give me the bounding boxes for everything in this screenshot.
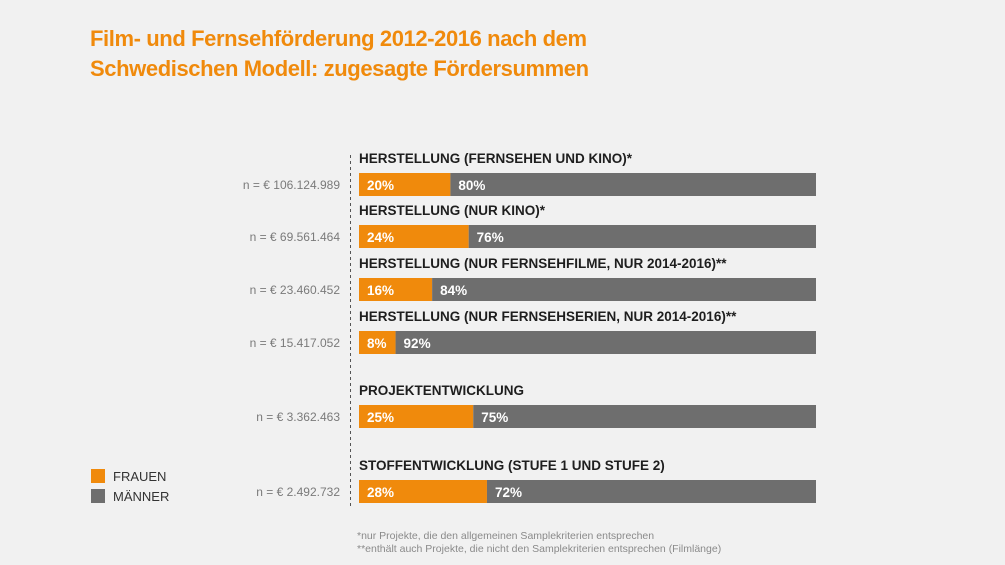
total-label: n = € 2.492.732 bbox=[256, 485, 340, 499]
category-label: HERSTELLUNG (NUR FERNSEHFILME, NUR 2014-… bbox=[359, 256, 727, 271]
bar-value-label-frauen: 20% bbox=[367, 178, 394, 193]
bar-group-2: HERSTELLUNG (NUR KINO)* n = € 69.561.464 2… bbox=[250, 203, 816, 248]
chart-title-line-1: Film- und Fernsehförderung 2012-2016 nac… bbox=[90, 26, 587, 51]
legend-swatch-frauen bbox=[91, 469, 105, 483]
bar-group-1: HERSTELLUNG (FERNSEHEN UND KINO)* n = € 1… bbox=[243, 151, 816, 196]
bar-group-5: PROJEKTENTWICKLUNG n = € 3.362.463 25% 75% bbox=[256, 383, 816, 428]
bar-segment-frauen bbox=[359, 480, 487, 503]
category-label: HERSTELLUNG (NUR KINO)* bbox=[359, 203, 546, 218]
chart-title: Film- und Fernsehförderung 2012-2016 nac… bbox=[90, 24, 589, 84]
bar-segment-frauen bbox=[359, 405, 474, 428]
bar-group-6: STOFFENTWICKLUNG (STUFE 1 UND STUFE 2) n … bbox=[256, 458, 816, 503]
bar-value-label-frauen: 28% bbox=[367, 485, 394, 500]
bar-value-label-maenner: 92% bbox=[404, 336, 431, 351]
bar-segment-maenner bbox=[473, 405, 816, 428]
bar-segment-frauen bbox=[359, 173, 451, 196]
category-label: STOFFENTWICKLUNG (STUFE 1 UND STUFE 2) bbox=[359, 458, 665, 473]
bar-group-4: HERSTELLUNG (NUR FERNSEHSERIEN, NUR 2014… bbox=[250, 309, 816, 354]
legend-swatch-maenner bbox=[91, 489, 105, 503]
bar-value-label-frauen: 8% bbox=[367, 336, 387, 351]
bar-value-label-frauen: 25% bbox=[367, 410, 394, 425]
bar-segment-frauen bbox=[359, 278, 433, 301]
bar-segment-maenner bbox=[395, 331, 816, 354]
bar-segment-maenner bbox=[486, 480, 816, 503]
footnotes: *nur Projekte, die den allgemeinen Sampl… bbox=[357, 530, 721, 556]
chart-title-line-2: Schwedischen Modell: zugesagte Fördersum… bbox=[90, 56, 589, 81]
bar-value-label-frauen: 24% bbox=[367, 230, 394, 245]
bar-value-label-maenner: 75% bbox=[481, 410, 508, 425]
legend-item-frauen: FRAUEN bbox=[91, 466, 169, 486]
legend-label-frauen: FRAUEN bbox=[113, 468, 167, 484]
category-label: HERSTELLUNG (NUR FERNSEHSERIEN, NUR 2014… bbox=[359, 309, 737, 324]
category-label: PROJEKTENTWICKLUNG bbox=[359, 383, 524, 398]
footnote-1: *nur Projekte, die den allgemeinen Sampl… bbox=[357, 530, 655, 542]
bar-value-label-maenner: 84% bbox=[440, 283, 467, 298]
bar-value-label-maenner: 76% bbox=[477, 230, 504, 245]
bar-value-label-maenner: 72% bbox=[495, 485, 522, 500]
bar-segment-maenner bbox=[432, 278, 816, 301]
bar-group-3: HERSTELLUNG (NUR FERNSEHFILME, NUR 2014-… bbox=[250, 256, 816, 301]
bars-layer: HERSTELLUNG (FERNSEHEN UND KINO)* n = € 1… bbox=[243, 151, 816, 503]
legend-item-maenner: MÄNNER bbox=[91, 486, 169, 506]
bar-value-label-frauen: 16% bbox=[367, 283, 394, 298]
total-label: n = € 106.124.989 bbox=[243, 178, 340, 192]
total-label: n = € 69.561.464 bbox=[250, 230, 341, 244]
legend: FRAUEN MÄNNER bbox=[91, 466, 169, 506]
category-label: HERSTELLUNG (FERNSEHEN UND KINO)* bbox=[359, 151, 633, 166]
total-label: n = € 23.460.452 bbox=[250, 283, 341, 297]
bar-value-label-maenner: 80% bbox=[458, 178, 485, 193]
footnote-2: **enthält auch Projekte, die nicht den S… bbox=[357, 543, 722, 555]
bar-segment-frauen bbox=[359, 331, 396, 354]
bar-segment-maenner bbox=[468, 225, 816, 248]
bar-segment-frauen bbox=[359, 225, 469, 248]
total-label: n = € 3.362.463 bbox=[256, 410, 340, 424]
legend-label-maenner: MÄNNER bbox=[113, 488, 170, 504]
total-label: n = € 15.417.052 bbox=[250, 336, 341, 350]
bar-segment-maenner bbox=[450, 173, 816, 196]
